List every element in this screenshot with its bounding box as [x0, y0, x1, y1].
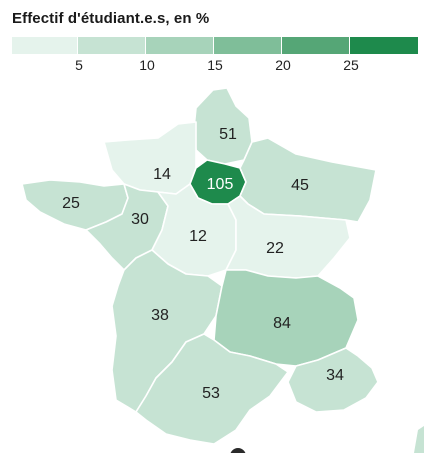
region-bourgogne-franche-comte[interactable] — [225, 195, 351, 279]
region-value-hauts-de-france: 51 — [219, 126, 237, 143]
legend-swatch-3 — [146, 37, 214, 54]
legend-swatch-6 — [350, 37, 418, 54]
legend-tick-label: 20 — [275, 57, 291, 73]
color-legend: 5 10 15 20 25 — [12, 37, 418, 77]
region-provence-alpes-cote-dazur[interactable] — [287, 347, 379, 413]
region-value-bretagne: 25 — [62, 195, 80, 212]
region-value-ile-de-france: 105 — [207, 176, 234, 193]
legend-swatch-2 — [78, 37, 146, 54]
region-value-provence-alpes-cote-dazur: 34 — [326, 367, 344, 384]
chart-title: Effectif d'étudiant.e.s, en % — [12, 10, 210, 27]
legend-bar — [12, 37, 418, 54]
legend-swatch-1 — [12, 37, 78, 54]
legend-tick-label: 10 — [139, 57, 155, 73]
region-value-grand-est: 45 — [291, 177, 309, 194]
region-value-occitanie: 53 — [202, 385, 220, 402]
region-corse-partial — [414, 426, 424, 453]
region-value-pays-de-la-loire: 30 — [131, 211, 149, 228]
region-occitanie[interactable] — [135, 333, 289, 445]
legend-tick-label: 25 — [343, 57, 359, 73]
legend-tick-label: 15 — [207, 57, 223, 73]
region-value-auvergne-rhone-alpes: 84 — [273, 315, 291, 332]
marker-partial — [230, 448, 246, 453]
region-value-normandie: 14 — [153, 166, 171, 183]
legend-swatch-4 — [214, 37, 282, 54]
region-value-bourgogne-franche-comte: 22 — [266, 240, 284, 257]
region-normandie[interactable] — [103, 121, 197, 195]
region-value-centre-val-de-loire: 12 — [189, 228, 207, 245]
legend-tick-label: 5 — [75, 57, 83, 73]
france-regions-map: 51 14 105 45 25 30 12 22 38 84 53 34 — [21, 87, 424, 453]
region-value-nouvelle-aquitaine: 38 — [151, 307, 169, 324]
region-grand-est[interactable] — [239, 137, 377, 223]
legend-swatch-5 — [282, 37, 350, 54]
